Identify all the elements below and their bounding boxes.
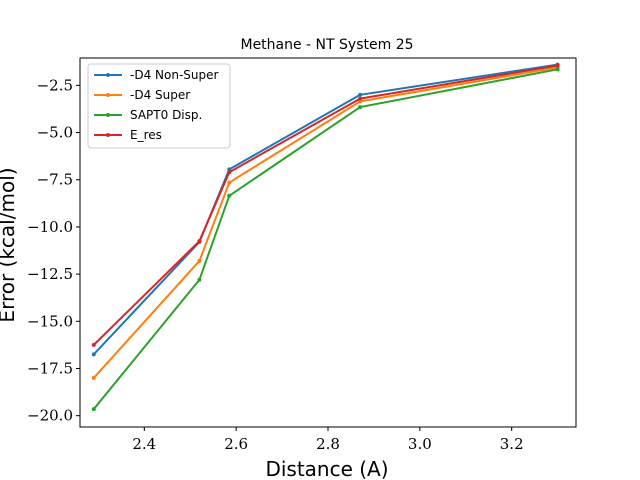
legend-entry: -D4 Super (130, 88, 190, 102)
y-tick-label: −20.0 (27, 407, 73, 425)
x-tick-label: 2.4 (132, 435, 156, 453)
data-point (358, 105, 363, 110)
data-point (358, 92, 363, 97)
chart-title: Methane - NT System 25 (240, 37, 413, 53)
legend-entry: -D4 Non-Super (130, 68, 218, 82)
data-point (197, 277, 202, 282)
data-point (197, 258, 202, 263)
data-point (555, 67, 560, 72)
x-tick-label: 2.8 (316, 435, 340, 453)
y-axis-label: Error (kcal/mol) (0, 167, 19, 322)
y-tick-label: −17.5 (27, 359, 73, 377)
x-tick-label: 3.0 (408, 435, 432, 453)
plot-series (91, 62, 560, 412)
x-tick-label: 2.6 (224, 435, 248, 453)
legend-box (87, 63, 231, 149)
y-tick-label: −5.0 (37, 124, 73, 142)
legend-marker (106, 93, 110, 97)
data-point (91, 342, 96, 347)
y-tick-label: −15.0 (27, 312, 73, 330)
legend: -D4 Non-Super -D4 Super SAPT0 Disp. E_res (87, 63, 231, 149)
data-point (91, 375, 96, 380)
data-point (227, 167, 232, 172)
data-point (555, 63, 560, 68)
legend-marker (106, 73, 110, 77)
x-tick-label: 3.2 (500, 435, 524, 453)
data-point (358, 96, 363, 101)
y-tick-label: −10.0 (27, 218, 73, 236)
data-point (227, 170, 232, 175)
data-point (197, 239, 202, 244)
data-point (91, 352, 96, 357)
y-tick-label: −12.5 (27, 265, 73, 283)
y-tick-label: −2.5 (37, 76, 73, 94)
legend-entry: E_res (130, 128, 162, 142)
x-axis-ticks: 2.4 2.6 2.8 3.0 3.2 (132, 427, 524, 453)
legend-entry: SAPT0 Disp. (130, 108, 202, 122)
data-point (227, 193, 232, 198)
data-point (91, 407, 96, 412)
legend-marker (106, 113, 110, 117)
x-axis-label: Distance (A) (265, 457, 388, 480)
y-tick-label: −7.5 (37, 171, 73, 189)
y-axis-ticks: −20.0 −17.5 −15.0 −12.5 −10.0 −7.5 −5.0 −2.5 (27, 76, 80, 425)
data-point (358, 99, 363, 104)
legend-marker (106, 133, 110, 137)
data-point (227, 180, 232, 185)
